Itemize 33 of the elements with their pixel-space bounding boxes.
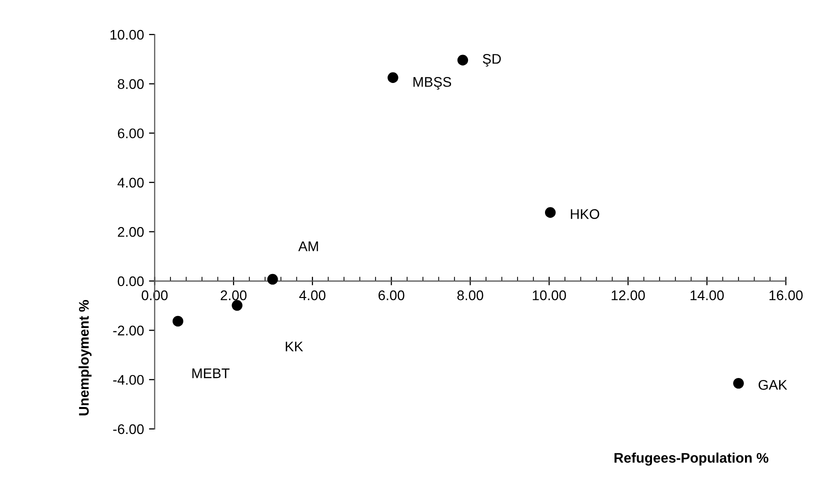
y-tick-label: 0.00 <box>118 276 144 286</box>
x-tick-label: 12.00 <box>612 290 645 300</box>
annotation: MBŞS <box>414 77 452 90</box>
point <box>232 300 242 311</box>
annotation: MEBT <box>192 368 230 378</box>
x-tick-label: 16.00 <box>770 290 803 300</box>
annotation: KK <box>286 342 304 352</box>
x-tick-label: 10.00 <box>532 290 566 300</box>
x-tick-label: 14.00 <box>690 290 724 300</box>
y-tick-label: 10.00 <box>110 30 144 40</box>
annotation: ŞD <box>482 54 501 67</box>
y-tick-label: 2.00 <box>118 227 144 237</box>
x-axis-title: Refugees-Population % <box>614 452 768 466</box>
x-tick-label: 4.00 <box>299 290 326 300</box>
x-tick-label: 6.00 <box>378 290 404 300</box>
annotation: GAK <box>758 380 788 390</box>
x-tick-label: 8.00 <box>457 290 484 300</box>
y-tick-label: -2.00 <box>113 326 144 336</box>
y-tick-label: 6.00 <box>118 128 144 138</box>
y-axis-title: Unemployment % <box>78 300 92 416</box>
x-tick-label: 2.00 <box>220 290 247 300</box>
y-tick-label: -4.00 <box>113 374 144 385</box>
annotation: AM <box>298 242 318 252</box>
point <box>267 274 278 285</box>
annotation: HKO <box>570 209 600 219</box>
y-tick-label: -6.00 <box>113 424 144 434</box>
point <box>457 54 468 66</box>
point <box>544 207 556 218</box>
y-tick-label: 4.00 <box>118 178 144 188</box>
point <box>388 72 398 83</box>
point <box>172 316 184 327</box>
point <box>733 378 744 389</box>
y-tick-label: 8.00 <box>118 79 144 89</box>
